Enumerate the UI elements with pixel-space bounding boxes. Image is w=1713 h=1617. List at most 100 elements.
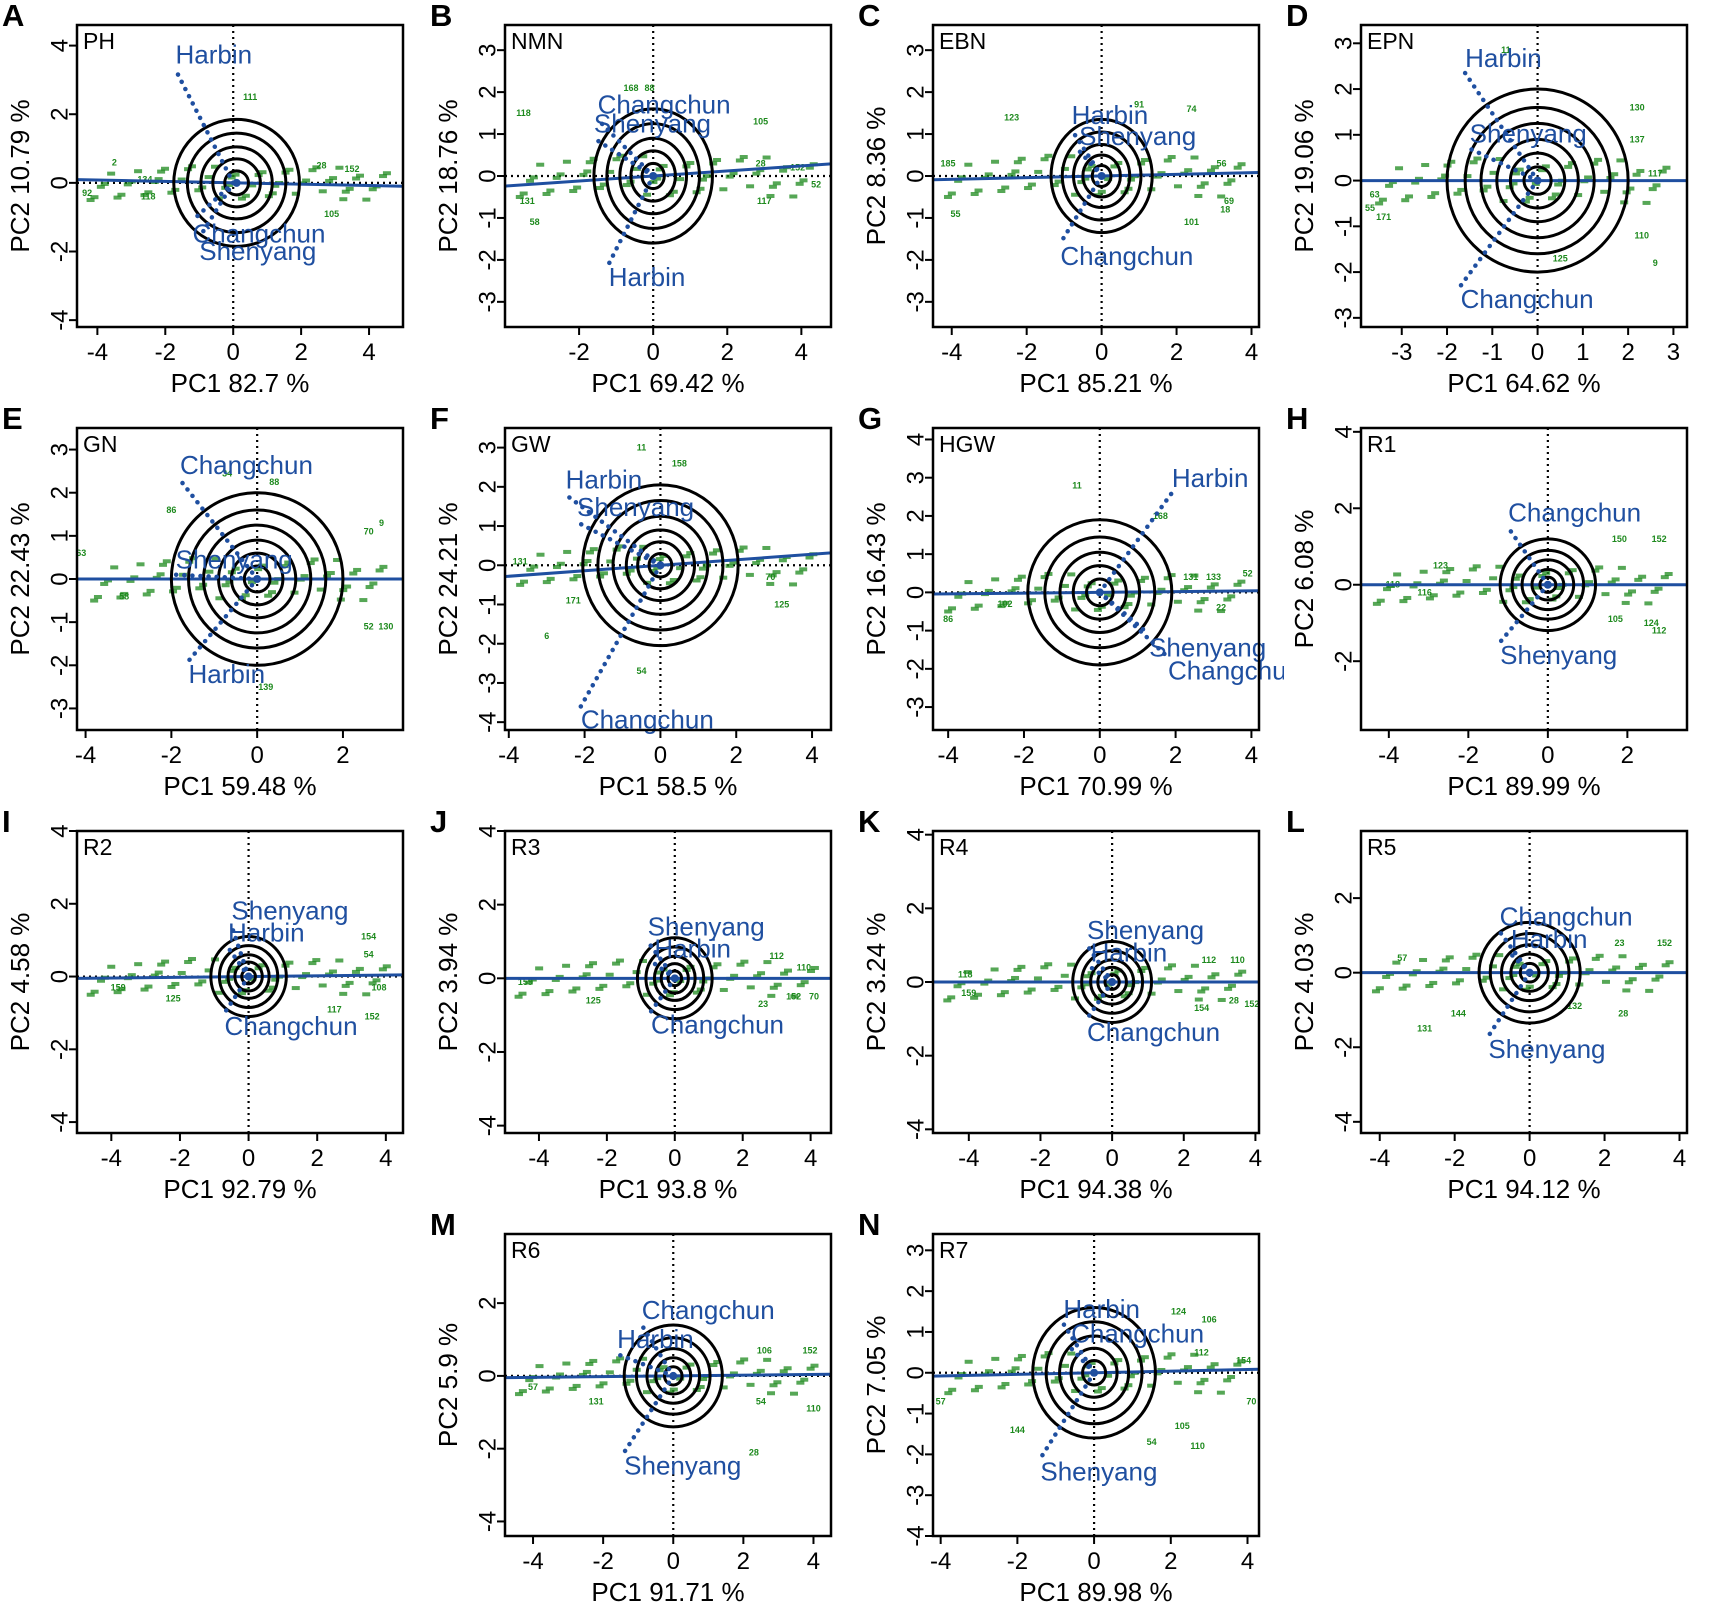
genotype-mark [556,172,565,177]
genotype-label: 130 [378,621,393,631]
genotype-mark [1017,964,1026,969]
genotype-label: 168 [623,83,638,93]
plot-area: 11115210529213411828 [77,25,403,327]
biplot-svg: 11168528610213113322HarbinShenyangChangc… [858,401,1301,801]
genotype-mark [1473,156,1482,161]
x-tick-label: 4 [1245,339,1258,366]
panel-letter: C [858,0,880,33]
genotype-mark [655,167,664,172]
panel-letter: N [858,1209,880,1242]
genotype-mark [1124,1383,1133,1388]
genotype-mark [686,551,695,556]
plot-area: 112 110 152 118 159 154 28 [933,831,1259,1133]
genotype-mark [622,1381,631,1386]
genotype-mark [772,570,781,575]
genotype-mark [980,981,989,986]
genotype-mark [767,993,776,998]
genotype-mark [541,992,550,997]
genotype-label: 152 [802,1345,817,1355]
environment-label: Harbin [566,465,643,495]
genotype-mark [167,984,176,989]
genotype-mark [632,556,641,561]
genotype-mark [729,560,738,565]
genotype-mark [1538,168,1547,173]
genotype-mark [1662,165,1671,170]
genotype-mark [1124,991,1133,996]
genotype-mark [1441,958,1450,963]
genotype-mark [615,958,624,963]
genotype-label: 125 [774,599,789,609]
environment-label: Changchun [1087,1017,1220,1047]
average-tester-axis [505,551,831,579]
genotype-label: 131 [520,196,535,206]
x-axis-label: PC1 69.42 % [591,368,744,398]
genotype-mark [187,164,196,169]
x-tick-label: 0 [227,339,240,366]
genotype-mark [1398,986,1407,991]
genotype-mark [100,581,109,586]
x-tick-label: 0 [1531,339,1544,366]
genotype-mark [1040,965,1049,970]
genotype-mark [1591,956,1600,961]
environment-vector [173,67,236,186]
genotype-label: 11 [1072,480,1082,490]
genotype-mark [653,176,662,181]
genotype-mark [214,990,223,995]
y-tick-label: -1 [902,207,929,228]
genotype-mark [997,1385,1006,1390]
genotype-mark [1067,154,1076,159]
y-tick-label: 0 [1330,174,1357,187]
genotype-mark [712,548,721,553]
genotype-mark [1097,1386,1106,1391]
y-tick-label: 1 [902,127,929,140]
panel-b: 16888118105152521315811728ChangchunSheny… [428,0,856,400]
biplot-svg: 1121107015215912523ShenyangHarbinChangch… [430,804,833,1204]
x-tick-label: 2 [1621,742,1634,769]
genotype-mark [653,978,662,983]
genotype-mark [312,958,321,963]
genotype-mark [562,159,571,164]
x-tick-label: -4 [1369,1145,1390,1172]
concentric-circle [1071,564,1128,621]
x-tick-label: -2 [1007,1548,1028,1575]
y-tick-label: 4 [474,824,501,837]
genotype-mark [752,171,761,176]
genotype-mark [1468,955,1477,960]
genotype-mark [536,552,545,557]
genotype-mark [739,155,748,160]
genotype-mark [546,576,555,581]
x-tick-label: -2 [1013,742,1034,769]
biplot-svg: 1113013711763551719110125HarbinShenyangC… [1286,0,1689,398]
genotype-mark [161,166,170,171]
genotype-mark [172,585,181,590]
concentric-circle [1530,567,1566,602]
genotype-label: 18 [1220,205,1230,215]
environment-label: Changchun [1071,1318,1204,1348]
x-tick-label: 2 [737,1548,750,1575]
genotype-mark [789,194,798,199]
y-tick-label: -3 [474,291,501,312]
genotype-mark [1200,1377,1209,1382]
environment-label: Harbin [617,1324,694,1354]
genotype-mark [140,193,149,198]
genotype-label: 74 [1187,104,1197,114]
environment-label: Changchun [1461,284,1594,314]
genotype-mark [529,175,538,180]
genotype-mark [719,987,728,992]
genotype-mark [696,1384,705,1389]
genotype-mark [1548,196,1557,201]
genotype-mark [799,567,808,572]
genotype-mark [642,992,651,997]
genotype-mark [231,566,240,571]
genotype-mark [1157,977,1166,982]
genotype-mark [1183,1365,1192,1370]
genotype-mark [116,595,125,600]
environment-label: Harbin [1465,43,1542,73]
x-tick-label: 2 [1164,1548,1177,1575]
genotype-mark [1590,161,1599,166]
genotype-mark [1141,965,1150,970]
genotype-mark [302,178,311,183]
y-axis-label: PC2 18.76 % [433,99,463,252]
y-tick-label: -1 [1330,216,1357,237]
genotype-mark [1120,994,1129,999]
